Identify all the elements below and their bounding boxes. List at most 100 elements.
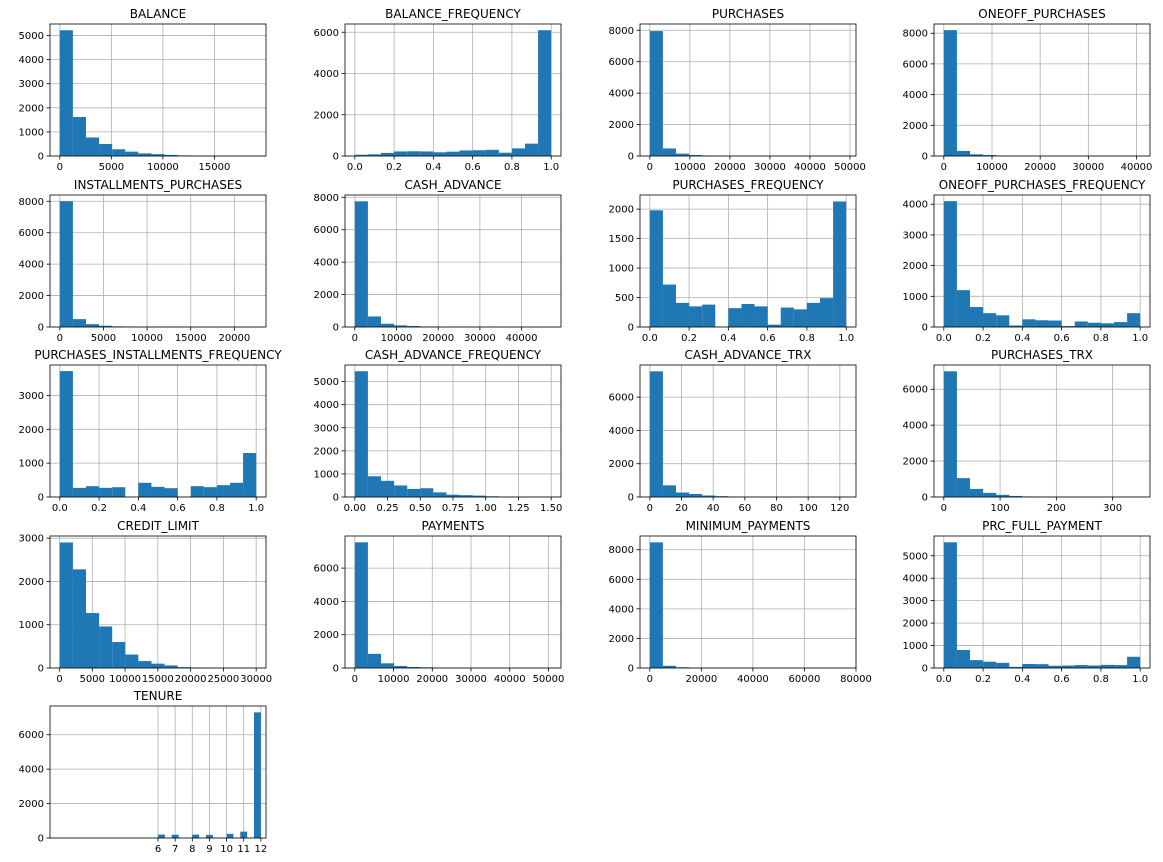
histogram-bar — [394, 485, 408, 497]
x-tick-label: 300 — [1103, 503, 1122, 514]
histogram-bar — [203, 487, 217, 497]
subplot-oneoff-purchases: 0 10000 20000 30000 40000 0 2000 4000 6000 8000 ON… — [903, 7, 1153, 173]
x-tick-label: 20000 — [416, 674, 448, 685]
x-tick-label: 8 — [189, 844, 195, 855]
y-tick-label: 6000 — [19, 730, 44, 741]
x-tick-label: 1.0 — [543, 162, 559, 173]
y-tick-label: 6000 — [609, 575, 634, 586]
histogram-bar — [983, 661, 997, 668]
axes-frame — [933, 535, 1151, 669]
histogram-bar — [125, 654, 139, 668]
histogram-bar — [433, 492, 447, 497]
histogram-bar — [407, 667, 421, 668]
axes-frame — [344, 23, 562, 157]
y-tick-label: 2000 — [609, 634, 634, 645]
y-tick-label: 3000 — [903, 596, 928, 607]
x-tick-label: 15000 — [175, 333, 207, 344]
histogram-bar — [125, 151, 139, 156]
histogram-bar — [367, 653, 381, 668]
x-tick-label: 1.0 — [248, 503, 264, 514]
histogram-bar — [354, 154, 368, 156]
x-tick-label: 0.0 — [936, 333, 952, 344]
x-tick-label: 0.25 — [376, 503, 398, 514]
x-tick-label: 20000 — [422, 333, 454, 344]
histogram-bar — [833, 201, 847, 327]
histogram-bar — [1074, 665, 1088, 668]
x-tick-label: 0 — [352, 674, 358, 685]
histogram-bar — [206, 834, 213, 838]
y-tick-label: 2000 — [314, 446, 339, 457]
histogram-bar — [59, 542, 73, 668]
x-tick-label: 10000 — [381, 333, 413, 344]
panel-title: ONEOFF_PURCHASES — [978, 7, 1105, 21]
x-tick-label: 50000 — [533, 674, 565, 685]
x-tick-label: 30000 — [240, 674, 272, 685]
x-tick-label: 0.75 — [442, 503, 464, 514]
histogram-bar — [354, 371, 368, 497]
histogram-bar — [354, 201, 368, 327]
x-tick-label: 1.50 — [540, 503, 562, 514]
panel-title: CREDIT_LIMIT — [117, 519, 200, 533]
panel-title: CASH_ADVANCE — [404, 178, 501, 192]
x-tick-label: 0.6 — [465, 162, 481, 173]
histogram-bar — [1035, 320, 1049, 327]
y-tick-label: 6000 — [314, 564, 339, 575]
y-tick-label: 2000 — [19, 799, 44, 810]
panel-title: PAYMENTS — [422, 519, 485, 533]
x-tick-label: 10000 — [378, 674, 410, 685]
histogram-bar — [956, 290, 970, 327]
x-tick-label: 120 — [830, 503, 849, 514]
histogram-bar — [956, 650, 970, 668]
y-tick-label: 2000 — [19, 425, 44, 436]
histogram-bar — [112, 487, 126, 497]
x-tick-label: 40000 — [1121, 162, 1153, 173]
histogram-bar — [254, 712, 261, 838]
x-tick-label: 0.00 — [344, 503, 366, 514]
x-tick-label: 0.2 — [681, 333, 697, 344]
x-tick-label: 30000 — [455, 674, 487, 685]
histogram-bar — [675, 302, 690, 327]
y-tick-label: 1000 — [19, 620, 44, 631]
x-tick-label: 0 — [57, 333, 63, 344]
histogram-bar — [1009, 666, 1023, 668]
histogram-bar — [407, 151, 421, 156]
histogram-bar — [138, 153, 152, 156]
histogram-bar — [1100, 664, 1115, 668]
histogram-bar — [394, 666, 408, 668]
axes-frame — [639, 194, 857, 328]
y-tick-label: 5000 — [19, 31, 44, 42]
histogram-bar — [192, 834, 200, 838]
axes-frame — [344, 194, 562, 328]
y-tick-label: 4000 — [314, 258, 339, 269]
histogram-bar — [1048, 665, 1062, 668]
x-tick-label: 0 — [647, 674, 653, 685]
histogram-bar — [1009, 495, 1023, 497]
axes-frame — [49, 194, 267, 328]
subplot-payments: 0 10000 20000 30000 40000 50000 0 2000 4000 6000 P… — [314, 519, 565, 685]
histogram-bar — [820, 298, 834, 327]
x-tick-label: 10000 — [674, 162, 706, 173]
histogram-bar — [511, 148, 526, 156]
histogram-bar — [1114, 665, 1128, 668]
histogram-bar — [394, 325, 408, 327]
histogram-bar — [72, 569, 87, 668]
x-tick-label: 12 — [254, 844, 267, 855]
x-tick-label: 0.8 — [799, 333, 815, 344]
x-tick-label: 20000 — [1024, 162, 1056, 173]
histogram-bar — [72, 319, 86, 327]
histogram-bar — [1074, 321, 1088, 327]
panel-title: PURCHASES — [712, 7, 784, 21]
x-tick-label: 20000 — [685, 674, 717, 685]
histogram-bar — [472, 495, 486, 497]
histogram-bar — [112, 642, 126, 668]
histogram-bar — [702, 304, 716, 327]
histogram-bar — [99, 325, 113, 327]
x-tick-label: 40000 — [494, 674, 526, 685]
x-tick-label: 40000 — [506, 333, 538, 344]
y-tick-label: 6000 — [19, 228, 44, 239]
histogram-bar — [649, 371, 663, 497]
histogram-bar — [970, 154, 984, 156]
histogram-bar — [99, 487, 113, 497]
subplot-cash-advance: 0 10000 20000 30000 40000 0 2000 4000 6000 8000 CA… — [314, 178, 562, 344]
